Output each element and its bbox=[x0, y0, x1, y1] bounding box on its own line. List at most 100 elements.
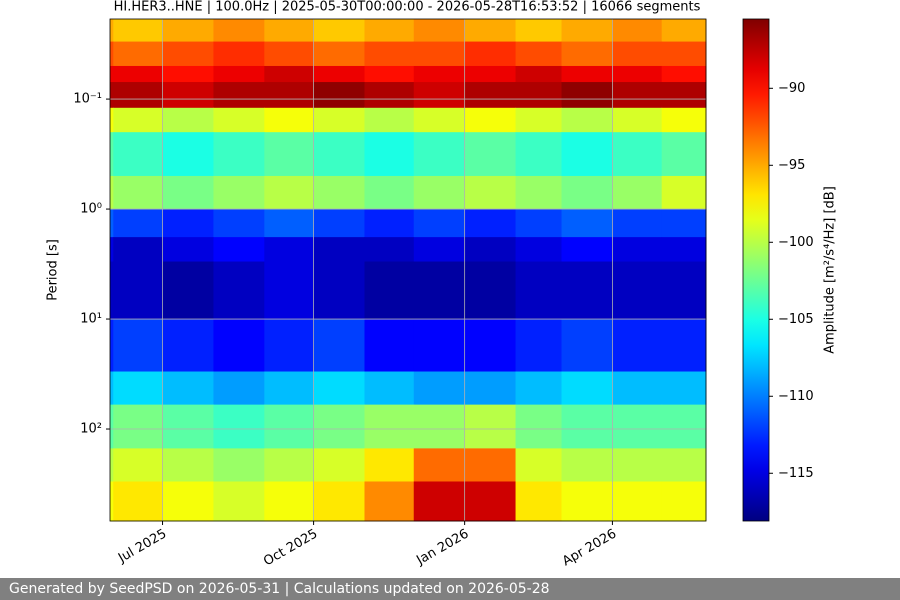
heatmap-cell bbox=[113, 107, 164, 133]
heatmap-cell bbox=[113, 132, 164, 177]
heatmap-cell bbox=[113, 65, 164, 83]
heatmap-cell bbox=[515, 448, 563, 482]
heatmap-cell bbox=[162, 132, 214, 177]
heatmap-cell bbox=[162, 371, 214, 406]
heatmap-cell bbox=[213, 237, 265, 263]
heatmap-cell bbox=[113, 237, 164, 263]
heatmap-cell bbox=[313, 371, 365, 406]
heatmap-cell bbox=[110, 371, 114, 406]
chart-title: HI.HER3..HNE | 100.0Hz | 2025-05-30T00:0… bbox=[114, 0, 701, 15]
heatmap-cell bbox=[264, 261, 315, 320]
heatmap-cell bbox=[113, 481, 164, 522]
heatmap-cell bbox=[464, 82, 517, 109]
heatmap-cell bbox=[313, 132, 365, 177]
colorbar-tick-label: −100 bbox=[778, 235, 814, 250]
heatmap-cell bbox=[661, 107, 707, 133]
x-tick-label: Oct 2025 bbox=[261, 527, 320, 570]
heatmap-cell bbox=[413, 209, 466, 238]
heatmap-cell bbox=[264, 371, 315, 406]
heatmap-cell bbox=[110, 261, 114, 320]
heatmap-cell bbox=[264, 65, 315, 83]
heatmap-cell bbox=[264, 209, 315, 238]
x-tick-label: Jul 2025 bbox=[115, 527, 169, 567]
x-tick-label: Jan 2026 bbox=[413, 527, 471, 569]
heatmap-cell bbox=[213, 319, 265, 373]
heatmap-cell bbox=[561, 237, 613, 263]
colorbar-tick-label: −105 bbox=[778, 312, 814, 327]
heatmap-cell bbox=[364, 209, 415, 238]
heatmap-cell bbox=[515, 65, 563, 83]
heatmap-cell bbox=[464, 319, 517, 373]
heatmap-cell bbox=[264, 82, 315, 109]
heatmap-cell bbox=[561, 371, 613, 406]
heatmap-cell bbox=[213, 404, 265, 449]
heatmap-cell bbox=[113, 371, 164, 406]
heatmap-cell bbox=[364, 82, 415, 109]
heatmap-cell bbox=[213, 82, 265, 109]
heatmap-cell bbox=[162, 261, 214, 320]
heatmap-cell bbox=[313, 82, 365, 109]
heatmap-cell bbox=[364, 371, 415, 406]
heatmap-cell bbox=[661, 132, 707, 177]
heatmap-cell bbox=[313, 319, 365, 373]
heatmap-cell bbox=[313, 175, 365, 210]
heatmap-cell bbox=[413, 448, 466, 482]
plot-frame bbox=[109, 18, 707, 522]
heatmap-cell bbox=[162, 175, 214, 210]
heatmap-cell bbox=[113, 319, 164, 373]
heatmap-cell bbox=[612, 107, 663, 133]
heatmap-cell bbox=[364, 319, 415, 373]
heatmap-cell bbox=[612, 209, 663, 238]
heatmap-cell bbox=[661, 371, 707, 406]
heatmap-cell bbox=[515, 209, 563, 238]
colorbar bbox=[742, 18, 770, 522]
heatmap-cell bbox=[561, 261, 613, 320]
heatmap-cell bbox=[313, 19, 365, 43]
heatmap-cell bbox=[113, 175, 164, 210]
heatmap-cell bbox=[413, 237, 466, 263]
heatmap-cell bbox=[110, 481, 114, 522]
heatmap-cell bbox=[464, 175, 517, 210]
heatmap-cell bbox=[515, 19, 563, 43]
heatmap-cell bbox=[162, 65, 214, 83]
heatmap-cell bbox=[661, 319, 707, 373]
y-tick-label: 10¹ bbox=[80, 312, 102, 327]
heatmap-cell bbox=[264, 107, 315, 133]
heatmap-cell bbox=[110, 107, 114, 133]
heatmap-cell bbox=[561, 481, 613, 522]
heatmap-cell bbox=[113, 404, 164, 449]
heatmap-cell bbox=[110, 19, 114, 43]
heatmap-cell bbox=[413, 65, 466, 83]
heatmap-cell bbox=[113, 41, 164, 67]
heatmap-cell bbox=[561, 41, 613, 67]
heatmap-cell bbox=[612, 82, 663, 109]
heatmap-cell bbox=[561, 404, 613, 449]
heatmap-cell bbox=[612, 261, 663, 320]
heatmap-cell bbox=[561, 65, 613, 83]
heatmap-cell bbox=[515, 261, 563, 320]
heatmap-cell bbox=[515, 107, 563, 133]
heatmap-cell bbox=[364, 261, 415, 320]
heatmap-cell bbox=[213, 371, 265, 406]
heatmap-cell bbox=[162, 448, 214, 482]
heatmap-cell bbox=[313, 404, 365, 449]
heatmap-cell bbox=[264, 481, 315, 522]
heatmap-cell bbox=[561, 175, 613, 210]
heatmap-cell bbox=[213, 175, 265, 210]
heatmap-cell bbox=[612, 175, 663, 210]
heatmap-cell bbox=[213, 41, 265, 67]
colorbar-tick-label: −90 bbox=[778, 81, 805, 96]
heatmap-cell bbox=[110, 404, 114, 449]
heatmap-cell bbox=[313, 261, 365, 320]
heatmap-cell bbox=[612, 41, 663, 67]
heatmap-cell bbox=[661, 82, 707, 109]
heatmap-cell bbox=[612, 19, 663, 43]
y-tick-label: 10² bbox=[80, 422, 102, 437]
heatmap-cell bbox=[661, 19, 707, 43]
heatmap-cell bbox=[110, 41, 114, 67]
heatmap-cell bbox=[162, 404, 214, 449]
heatmap-cell bbox=[661, 41, 707, 67]
heatmap-cell bbox=[515, 371, 563, 406]
heatmap-cell bbox=[413, 82, 466, 109]
